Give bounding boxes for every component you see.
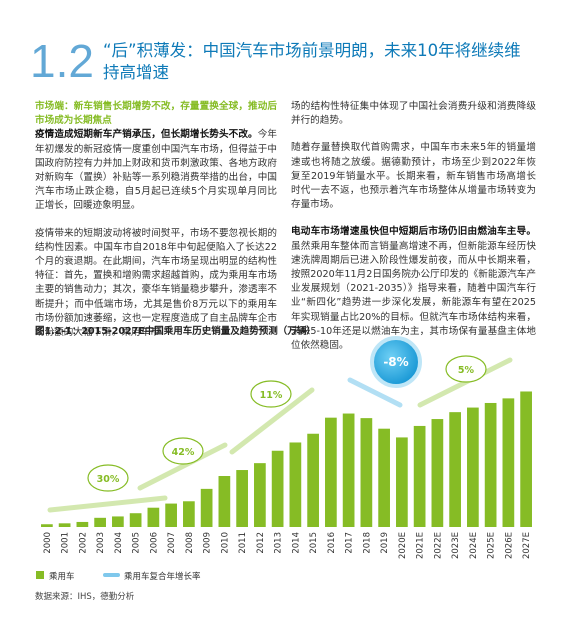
- x-tick-label: 2018: [362, 532, 372, 554]
- text: 随着存量替换取代首购需求，中国车市未来5年的销量增速或也将随之放缓。据德勤预计，…: [291, 142, 536, 211]
- text: 场的结构性特征集中体现了中国社会消费升级和消费降级并行的趋势。: [291, 101, 536, 127]
- heading: 市场端：新车销售长期增势不改，存量置换全球，推动后市场成为长期焦点: [35, 101, 277, 127]
- growth-badge: [162, 437, 204, 465]
- bar: [76, 521, 89, 527]
- growth-arrow: [229, 387, 315, 455]
- bar: [183, 501, 195, 527]
- growth-badge: [445, 355, 487, 383]
- x-tick-label: 2008: [185, 532, 195, 554]
- bar: [165, 503, 177, 527]
- text: 疫情带来的短期波动将被时间熨平，市场不要忽视长期的结构性因素。中国车市自2018…: [35, 227, 277, 339]
- bar: [467, 407, 479, 527]
- bar: [94, 517, 106, 527]
- bar: [58, 523, 71, 527]
- bold-lead: 电动车市场增速虽快但中短期后市场仍旧由燃油车主导。: [291, 226, 536, 238]
- x-tick-label: 2006: [149, 532, 159, 554]
- bar: [431, 419, 444, 527]
- bar: [413, 425, 426, 527]
- x-tick-label: 2022E: [433, 532, 443, 559]
- x-tick-label: 2004: [114, 532, 124, 554]
- bar: [520, 391, 532, 527]
- x-tick-label: 2014: [291, 532, 301, 554]
- bar: [360, 418, 373, 527]
- x-tick-label: 2025E: [487, 532, 497, 559]
- bold-lead: 疫情造成短期新车产销承压，但长期增长势头不改。: [35, 129, 258, 141]
- x-tick-label: 2013: [274, 532, 284, 554]
- bar: [236, 470, 248, 527]
- x-tick-label: 2009: [203, 532, 213, 554]
- x-tick-label: 2019: [380, 532, 390, 554]
- x-tick-label: 2024E: [469, 532, 479, 559]
- text: 今年年初爆发的新冠疫情一度重创中国汽车市场，但得益于中国政府防控有力并加上财政和…: [35, 129, 278, 212]
- chart: 图1.2-1：2015-2027E中国乘用车历史销量及趋势预测（万辆） 数据来源…: [35, 325, 532, 602]
- bar: [307, 433, 319, 527]
- legend-label: 乘用车: [49, 571, 75, 582]
- source: 数据来源：IHS，德勤分析: [35, 591, 135, 602]
- chart-title: 图1.2-1：2015-2027E中国乘用车历史销量及趋势预测（万辆）: [35, 325, 316, 337]
- bar: [254, 463, 266, 527]
- bar: [396, 437, 408, 527]
- bar: [378, 428, 390, 527]
- growth-badge: [87, 464, 129, 492]
- x-tick-label: 2010: [220, 532, 230, 554]
- legend-label: 乘用车复合年增长率: [124, 571, 201, 582]
- x-tick-label: 2000: [43, 532, 53, 554]
- growth-label: 42%: [172, 447, 195, 458]
- paragraph: 随着存量替换取代首购需求，中国车市未来5年的销量增速或也将随之放缓。据德勤预计，…: [291, 141, 536, 212]
- growth-label: -8%: [383, 355, 408, 369]
- legend-swatch: [36, 571, 44, 579]
- bar: [325, 417, 337, 527]
- growth-label: 11%: [260, 390, 283, 401]
- paragraph: 场的结构性特征集中体现了中国社会消费升级和消费降级并行的趋势。: [291, 100, 536, 128]
- growth-arrow: [347, 377, 403, 408]
- bar: [271, 450, 284, 527]
- growth-arrow: [137, 442, 228, 491]
- x-tick-label: 2017: [345, 532, 355, 554]
- right-column: 场的结构性特征集中体现了中国社会消费升级和消费降级并行的趋势。 随着存量替换取代…: [291, 100, 536, 366]
- bar: [41, 524, 53, 527]
- x-tick-label: 2002: [78, 532, 88, 554]
- bar: [342, 413, 355, 527]
- x-tick-label: 2023E: [451, 532, 461, 559]
- x-tick-label: 2016: [327, 532, 337, 554]
- x-tick-label: 2021E: [416, 532, 426, 559]
- bar: [218, 476, 231, 527]
- x-tick-label: 2027E: [522, 532, 532, 559]
- x-tick-label: 2007: [167, 532, 177, 554]
- x-tick-label: 2026E: [504, 532, 514, 559]
- bar: [200, 488, 213, 527]
- bar: [147, 507, 160, 527]
- section-number: 1.2: [30, 35, 94, 87]
- x-tick-label: 2012: [256, 532, 266, 554]
- growth-badge: [370, 336, 422, 388]
- paragraph: 疫情造成短期新车产销承压，但长期增长势头不改。今年年初爆发的新冠疫情一度重创中国…: [35, 128, 277, 213]
- x-tick-label: 2003: [96, 532, 106, 554]
- text: 虽然乘用车整体而言销量高增速不再，但新能源车经历快速洗牌周期后已进入阶段性爆发前…: [291, 240, 536, 352]
- bar: [484, 402, 497, 527]
- left-column: 市场端：新车销售长期增势不改，存量置换全球，推动后市场成为长期焦点 疫情造成短期…: [35, 100, 277, 353]
- bar: [112, 516, 124, 527]
- bar: [449, 412, 461, 527]
- paragraph: 电动车市场增速虽快但中短期后市场仍旧由燃油车主导。虽然乘用车整体而言销量高增速不…: [291, 225, 536, 353]
- x-tick-label: 2005: [132, 532, 142, 554]
- paragraph: 疫情带来的短期波动将被时间熨平，市场不要忽视长期的结构性因素。中国车市自2018…: [35, 227, 277, 341]
- x-tick-label: 2011: [238, 532, 248, 554]
- bar: [289, 442, 302, 527]
- bar: [502, 398, 515, 527]
- x-tick-label: 2001: [61, 532, 71, 554]
- section-title: “后”积薄发：中国汽车市场前景明朗，未来10年将继续维持高增速: [103, 41, 521, 82]
- growth-arrow: [47, 495, 168, 513]
- x-tick-label: 2020E: [398, 532, 408, 559]
- growth-badge: [250, 380, 292, 408]
- growth-label: 5%: [458, 365, 475, 376]
- x-tick-label: 2015: [309, 532, 319, 554]
- growth-label: 30%: [97, 474, 120, 485]
- bar: [129, 513, 142, 527]
